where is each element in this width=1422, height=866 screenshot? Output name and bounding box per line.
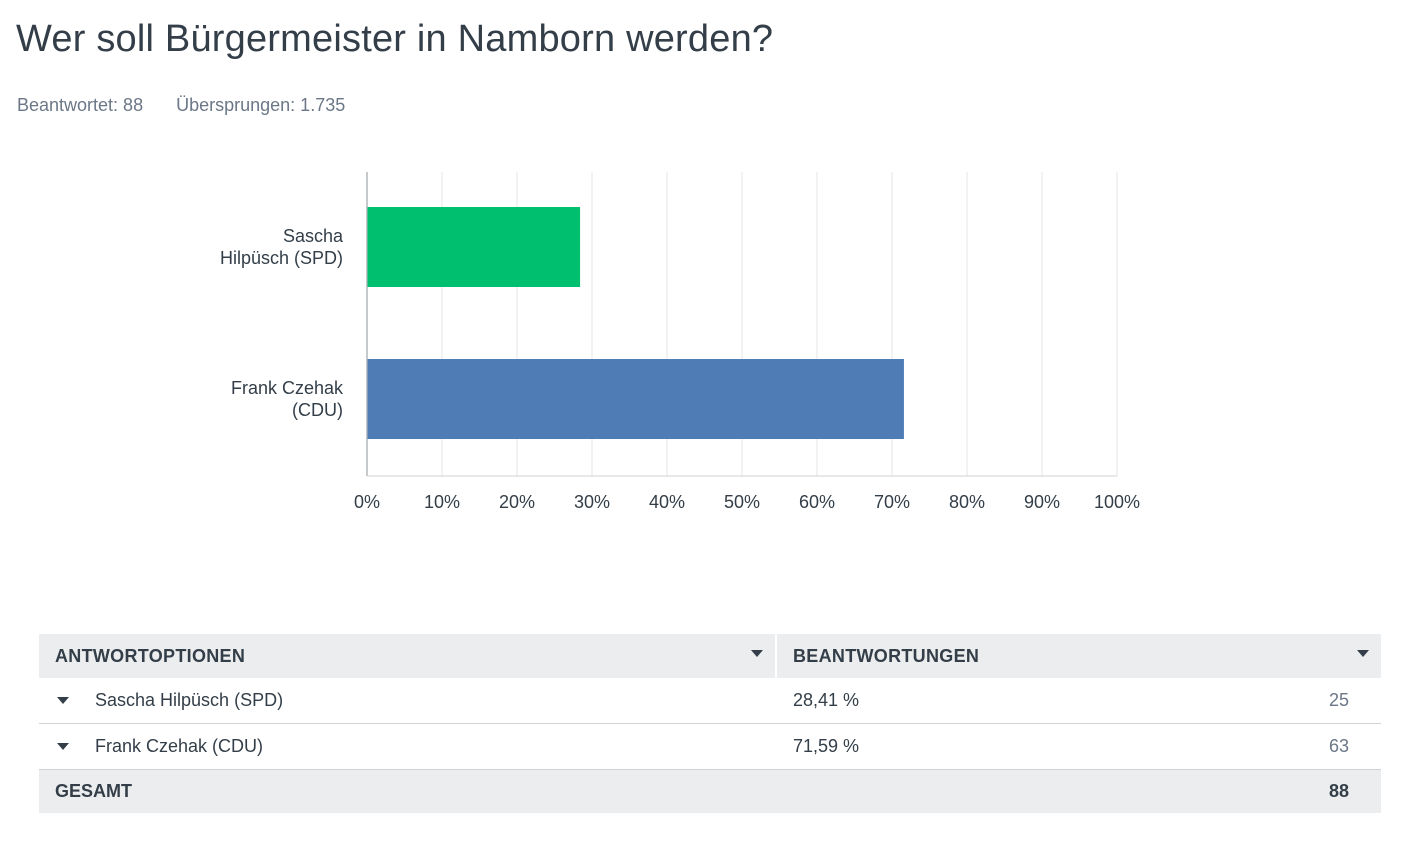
response-percent: 71,59 % xyxy=(793,736,860,756)
header-responses[interactable]: BEANTWORTUNGEN xyxy=(777,634,1381,678)
expand-arrow-icon[interactable] xyxy=(57,743,69,750)
page-title: Wer soll Bürgermeister in Namborn werden… xyxy=(16,18,774,60)
sort-arrow-icon[interactable] xyxy=(751,650,763,657)
header-answer-options[interactable]: ANTWORTOPTIONEN xyxy=(39,634,777,678)
x-tick-label: 30% xyxy=(574,492,610,512)
response-percent: 28,41 % xyxy=(793,690,860,710)
total-count: 88 xyxy=(1328,781,1349,801)
x-tick-label: 40% xyxy=(649,492,685,512)
response-count: 25 xyxy=(1328,690,1349,710)
expand-arrow-icon[interactable] xyxy=(57,697,69,704)
sort-arrow-icon[interactable] xyxy=(1357,650,1369,657)
x-tick-label: 20% xyxy=(499,492,535,512)
table-row: Sascha Hilpüsch (SPD) 28,41 % 25 xyxy=(39,678,1381,724)
x-tick-label: 90% xyxy=(1024,492,1060,512)
skipped-count: Übersprungen: 1.735 xyxy=(176,95,346,115)
x-tick-label: 10% xyxy=(424,492,460,512)
x-tick-label: 50% xyxy=(724,492,760,512)
x-tick-label: 80% xyxy=(949,492,985,512)
y-category-label: Frank Czehak (CDU) xyxy=(231,378,344,420)
option-label: Sascha Hilpüsch (SPD) xyxy=(95,690,284,710)
response-count: 63 xyxy=(1328,736,1349,756)
x-tick-label: 70% xyxy=(874,492,910,512)
table-total-row: GESAMT 88 xyxy=(39,770,1381,813)
bar xyxy=(367,359,904,439)
total-label: GESAMT xyxy=(55,781,133,801)
answered-count: Beantwortet: 88 xyxy=(17,95,144,115)
table-row: Frank Czehak (CDU) 71,59 % 63 xyxy=(39,724,1381,770)
bar-chart: 0% 10% 20% 30% 40% 50% 60% 70% 80% 90% 100% Sascha H… xyxy=(220,172,1140,512)
x-tick-label: 60% xyxy=(799,492,835,512)
table-header: ANTWORTOPTIONEN BEANTWORTUNGEN xyxy=(39,634,1381,678)
option-label: Frank Czehak (CDU) xyxy=(95,736,264,756)
response-stats: Beantwortet: 88 Übersprungen: 1.735 xyxy=(17,95,373,116)
y-category-label: Sascha Hilpüsch (SPD) xyxy=(220,226,344,268)
results-table: ANTWORTOPTIONEN BEANTWORTUNGEN Sascha Hi… xyxy=(39,634,1381,813)
x-tick-label: 0% xyxy=(354,492,380,512)
bar xyxy=(367,207,581,287)
x-tick-label: 100% xyxy=(1094,492,1140,512)
